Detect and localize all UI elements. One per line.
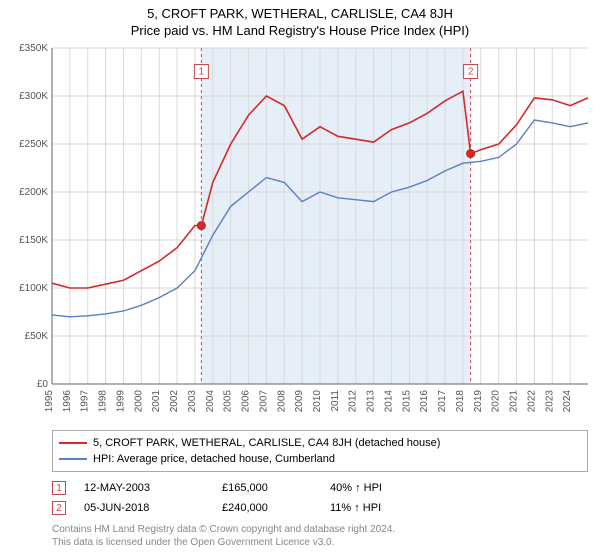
footer-line-1: Contains HM Land Registry data © Crown c… (52, 524, 588, 537)
sale-dot-2 (467, 150, 475, 158)
page-subtitle: Price paid vs. HM Land Registry's House … (10, 23, 590, 38)
svg-text:2014: 2014 (383, 390, 394, 413)
svg-text:£200K: £200K (19, 187, 48, 198)
svg-text:2013: 2013 (366, 390, 377, 413)
svg-text:2005: 2005 (223, 390, 234, 413)
svg-text:2023: 2023 (544, 390, 555, 413)
sale-marker-icon: 2 (52, 501, 66, 515)
svg-text:2020: 2020 (491, 390, 502, 413)
svg-text:1997: 1997 (80, 390, 91, 413)
sale-row: 1 12-MAY-2003 £165,000 40% ↑ HPI (52, 478, 588, 498)
legend-swatch (59, 458, 87, 460)
legend-swatch (59, 442, 87, 444)
svg-text:2001: 2001 (151, 390, 162, 413)
svg-text:2003: 2003 (187, 390, 198, 413)
svg-text:£250K: £250K (19, 139, 48, 150)
svg-text:1999: 1999 (115, 390, 126, 413)
svg-text:£300K: £300K (19, 91, 48, 102)
svg-text:2024: 2024 (562, 390, 573, 413)
legend-row: HPI: Average price, detached house, Cumb… (59, 451, 581, 467)
svg-text:2015: 2015 (401, 390, 412, 413)
svg-text:2017: 2017 (437, 390, 448, 413)
svg-text:2: 2 (468, 67, 474, 78)
svg-text:£350K: £350K (19, 44, 48, 54)
sale-date: 05-JUN-2018 (84, 502, 204, 514)
svg-text:1: 1 (199, 67, 205, 78)
chart-legend: 5, CROFT PARK, WETHERAL, CARLISLE, CA4 8… (52, 430, 588, 472)
svg-text:2021: 2021 (509, 390, 520, 413)
svg-text:£100K: £100K (19, 283, 48, 294)
sales-table: 1 12-MAY-2003 £165,000 40% ↑ HPI 2 05-JUN-201… (52, 478, 588, 518)
sale-date: 12-MAY-2003 (84, 482, 204, 494)
svg-text:2019: 2019 (473, 390, 484, 413)
svg-text:£150K: £150K (19, 235, 48, 246)
footer-attribution: Contains HM Land Registry data © Crown c… (52, 524, 588, 549)
svg-text:£0: £0 (37, 379, 49, 390)
svg-text:2010: 2010 (312, 390, 323, 413)
svg-text:2004: 2004 (205, 390, 216, 413)
sale-dot-1 (197, 222, 205, 230)
svg-text:2022: 2022 (526, 390, 537, 413)
svg-text:2007: 2007 (258, 390, 269, 413)
svg-text:2009: 2009 (294, 390, 305, 413)
sale-row: 2 05-JUN-2018 £240,000 11% ↑ HPI (52, 498, 588, 518)
legend-label: HPI: Average price, detached house, Cumb… (93, 453, 335, 465)
page-title: 5, CROFT PARK, WETHERAL, CARLISLE, CA4 8… (10, 6, 590, 21)
svg-text:1996: 1996 (62, 390, 73, 413)
svg-text:£50K: £50K (25, 331, 49, 342)
chart-svg: £0 £50K £100K £150K £200K £250K £300K £350K 1995… (10, 44, 590, 424)
svg-text:2012: 2012 (348, 390, 359, 413)
price-chart: £0 £50K £100K £150K £200K £250K £300K £350K 1995… (10, 44, 590, 424)
legend-row: 5, CROFT PARK, WETHERAL, CARLISLE, CA4 8… (59, 435, 581, 451)
sale-delta: 11% ↑ HPI (330, 502, 450, 514)
svg-text:1998: 1998 (98, 390, 109, 413)
svg-text:1995: 1995 (44, 390, 55, 413)
svg-text:2008: 2008 (276, 390, 287, 413)
svg-text:2002: 2002 (169, 390, 180, 413)
sale-delta: 40% ↑ HPI (330, 482, 450, 494)
sale-marker-icon: 1 (52, 481, 66, 495)
svg-text:2018: 2018 (455, 390, 466, 413)
footer-line-2: This data is licensed under the Open Gov… (52, 537, 588, 550)
sale-price: £240,000 (222, 502, 312, 514)
legend-label: 5, CROFT PARK, WETHERAL, CARLISLE, CA4 8… (93, 437, 440, 449)
svg-text:2000: 2000 (133, 390, 144, 413)
svg-text:2011: 2011 (330, 390, 341, 412)
svg-text:2006: 2006 (241, 390, 252, 413)
sale-price: £165,000 (222, 482, 312, 494)
svg-text:2016: 2016 (419, 390, 430, 413)
